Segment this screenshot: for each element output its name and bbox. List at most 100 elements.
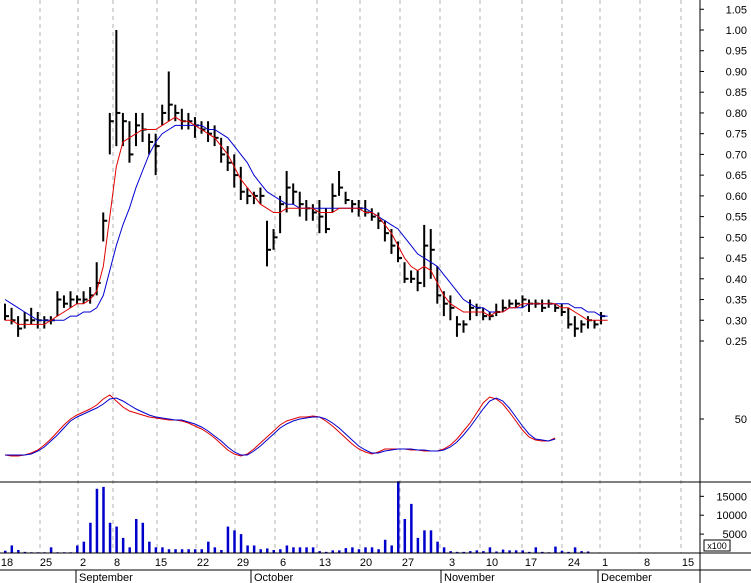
price-axis-tick-label: 0.55 [726, 212, 747, 224]
volume-bar [266, 548, 269, 553]
volume-bar [161, 547, 164, 553]
volume-bar [207, 541, 210, 553]
price-bar [213, 125, 219, 147]
volume-bar [115, 526, 118, 553]
volume-bar [324, 551, 328, 553]
volume-bar [364, 547, 367, 553]
volume-bar [259, 549, 262, 553]
short-moving-average-line [5, 116, 608, 325]
volume-bar [174, 549, 177, 553]
price-bar [351, 200, 357, 213]
price-bar [233, 154, 239, 188]
volume-bar [141, 522, 145, 553]
volume-bar [449, 551, 452, 553]
price-bar [220, 137, 226, 163]
volume-axis-tick-label: 10000 [716, 510, 747, 522]
volume-bar [488, 547, 492, 553]
price-axis-tick-label: 0.35 [726, 295, 747, 307]
volume-bar [383, 539, 387, 553]
date-axis-day-label: 27 [402, 557, 414, 569]
price-bar [82, 291, 88, 304]
price-bar [560, 303, 566, 317]
price-axis-tick-label: 1.00 [726, 25, 747, 37]
price-bar [154, 133, 160, 176]
volume-bar [318, 551, 321, 553]
price-bar [338, 170, 344, 196]
volume-bar [357, 549, 361, 553]
price-bar [482, 307, 488, 321]
volume-bar [508, 550, 511, 553]
volume-bar [279, 549, 282, 553]
volume-bar [377, 549, 380, 553]
price-bar [76, 295, 82, 304]
volume-bar [331, 550, 334, 553]
volume-axis-tick-label: 5000 [723, 529, 747, 541]
volume-bar [410, 503, 413, 553]
volume-bar [200, 549, 203, 553]
date-axis-day-label: 15 [682, 557, 694, 569]
volume-bar [246, 545, 249, 553]
volume-bar [580, 551, 583, 553]
price-bar [128, 121, 134, 163]
volume-bar [344, 548, 348, 553]
date-axis-day-label: 22 [197, 557, 209, 569]
date-axis-day-label: 2 [80, 557, 86, 569]
price-bar [108, 112, 114, 155]
price-bar [69, 291, 75, 308]
volume-bar [226, 526, 230, 553]
volume-bar [193, 549, 197, 553]
price-bar [554, 303, 560, 312]
price-bar [292, 183, 298, 205]
price-bar [167, 71, 173, 122]
price-bar [121, 112, 127, 147]
price-bar [285, 170, 291, 213]
volume-bar [567, 551, 570, 553]
volume-bar [292, 547, 295, 553]
price-bar [580, 320, 586, 333]
volume-bar [528, 551, 531, 553]
price-bar [501, 299, 507, 312]
price-axis-tick-label: 0.70 [726, 149, 747, 161]
volume-bar [180, 549, 184, 553]
volume-bar [573, 547, 577, 553]
volume-bar [220, 549, 223, 553]
price-bar [423, 224, 429, 288]
price-bar [318, 200, 324, 234]
volume-bar [534, 547, 538, 553]
price-axis-tick-label: 0.30 [726, 315, 747, 327]
date-axis-day-label: 24 [568, 557, 580, 569]
volume-bar [95, 488, 99, 553]
volume-bar [23, 551, 27, 553]
price-bar [62, 295, 68, 308]
oscillator-panel [4, 394, 556, 457]
volume-bar [475, 550, 479, 553]
volume-unit-label: x100 [707, 541, 727, 551]
price-bar [344, 191, 350, 205]
volume-bar [154, 547, 158, 553]
price-bar [449, 295, 455, 321]
volume-bar [586, 551, 590, 553]
volume-bar [89, 522, 92, 553]
volume-bar [397, 481, 400, 553]
price-bar [259, 187, 265, 205]
price-bar [455, 316, 461, 337]
date-axis-month-label: December [601, 572, 652, 583]
volume-bar [541, 551, 544, 553]
date-axis-day-label: 8 [114, 557, 120, 569]
price-bar [298, 191, 304, 217]
price-bar [174, 104, 180, 122]
price-axis-tick-label: 0.25 [726, 336, 747, 348]
price-bar [521, 295, 527, 308]
right-value-axis: 1.05 1.00 0.95 0.90 0.85 0.80 0.75 0.70 0.65 0.60… [700, 4, 747, 552]
price-bar [102, 212, 108, 242]
price-axis-tick-label: 0.65 [726, 170, 747, 182]
volume-bar [272, 549, 276, 553]
price-bar [416, 270, 422, 292]
date-axis-day-label: 13 [319, 557, 331, 569]
price-bar [161, 104, 167, 126]
price-bar [279, 195, 285, 234]
price-bar [469, 299, 475, 321]
price-bar [311, 204, 317, 221]
